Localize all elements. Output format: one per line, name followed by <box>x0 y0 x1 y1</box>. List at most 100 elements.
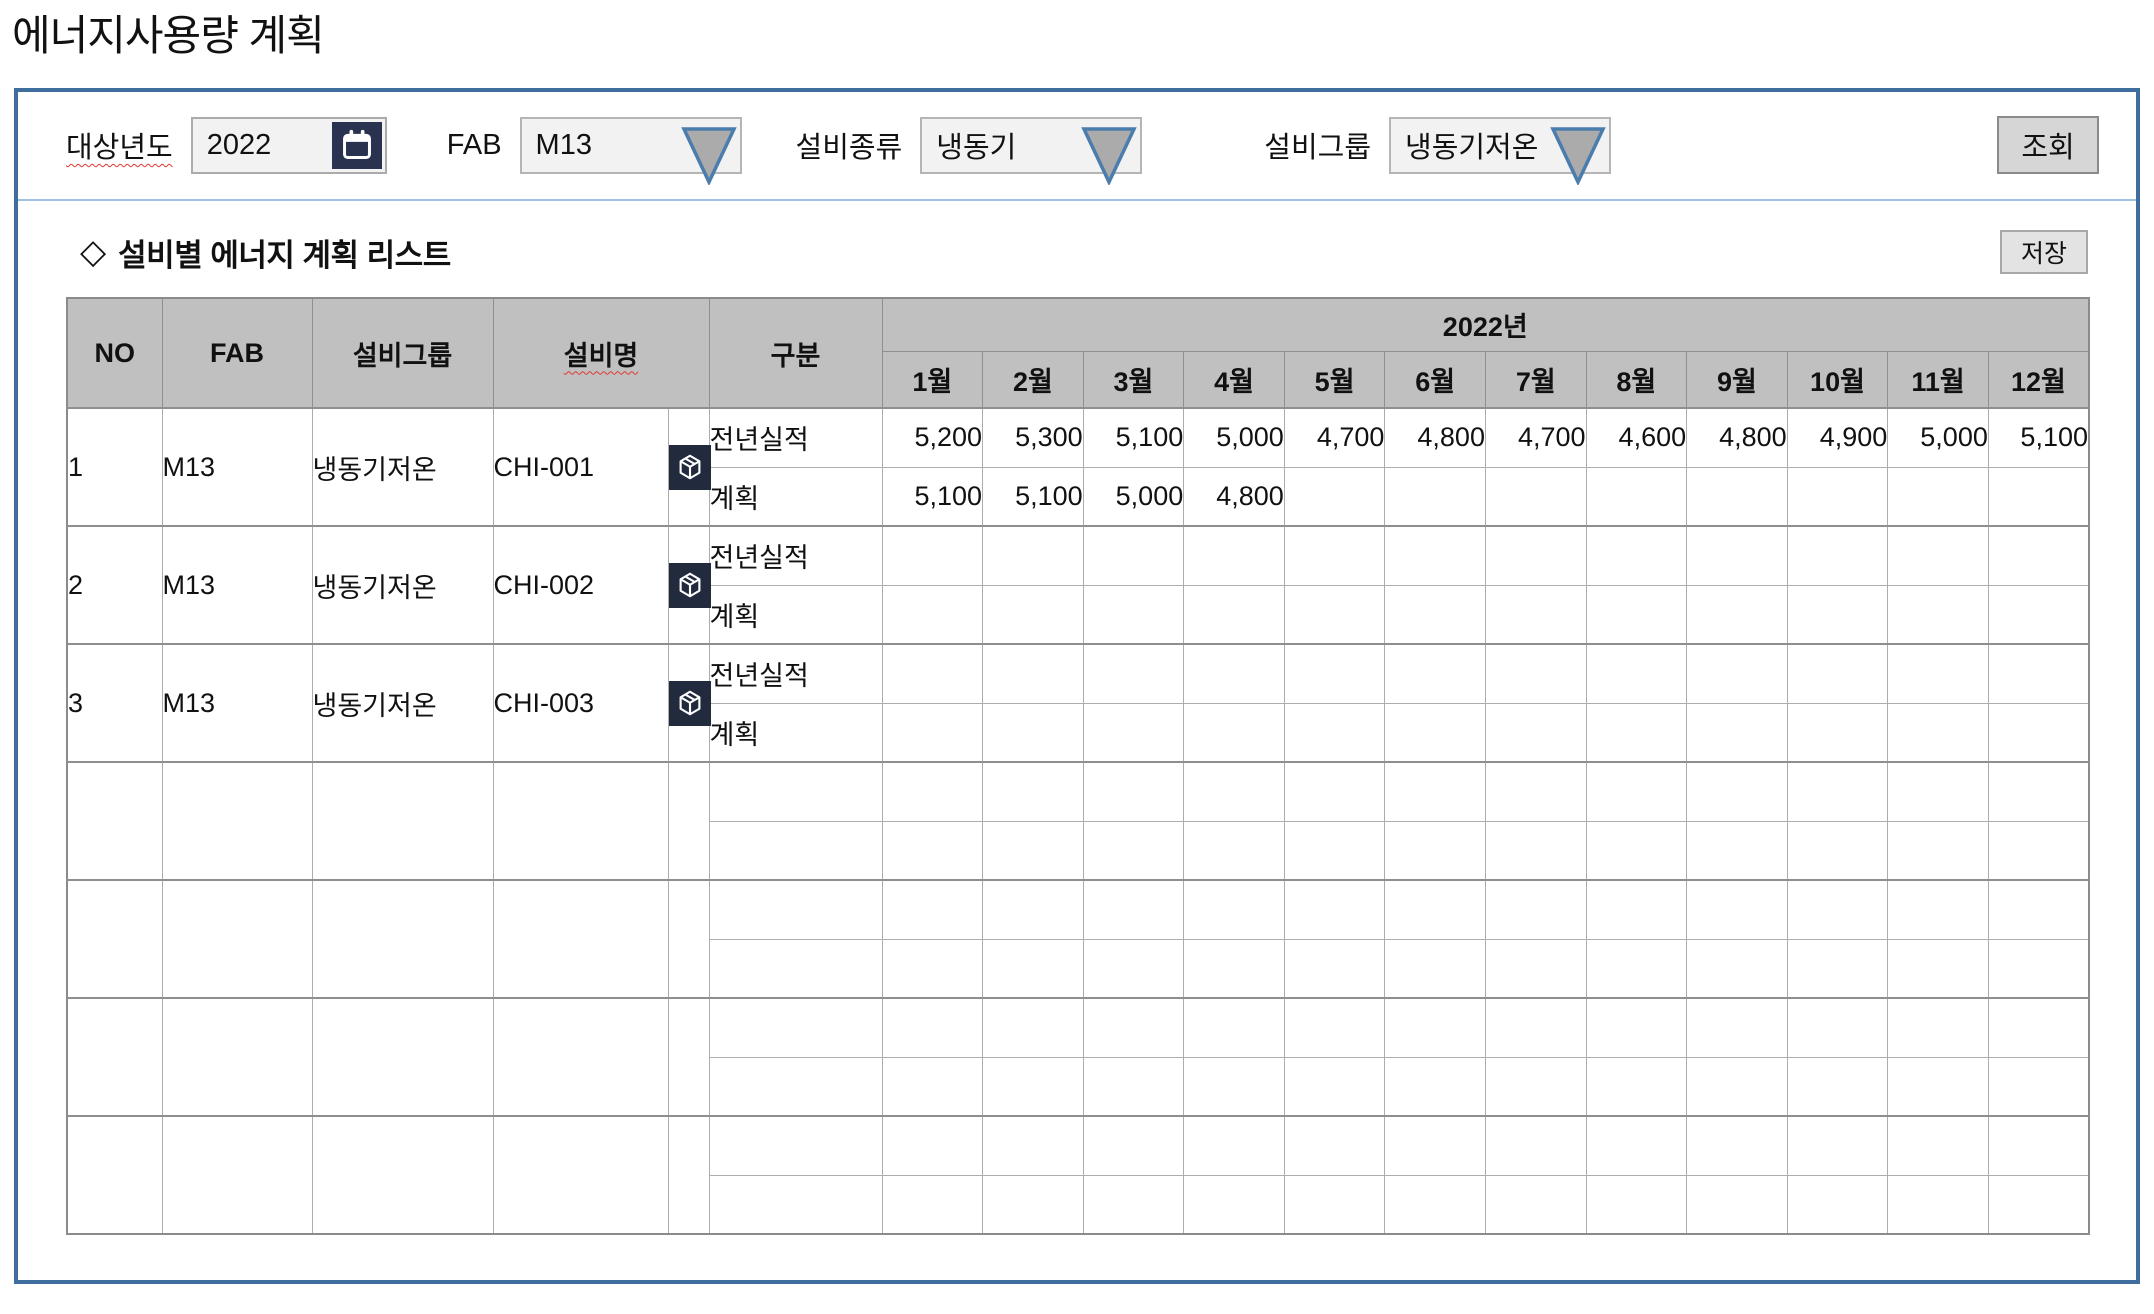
cell-month-value[interactable] <box>982 1115 1084 1176</box>
equipment-detail-button[interactable] <box>668 444 711 490</box>
save-button[interactable]: 저장 <box>2000 230 2088 274</box>
cell-month-value[interactable] <box>1686 1174 1788 1235</box>
cell-month-value[interactable] <box>1484 466 1587 527</box>
cell-month-value[interactable] <box>1082 643 1185 704</box>
cell-month-value[interactable] <box>1887 1115 1989 1176</box>
cell-month-value[interactable] <box>1887 1174 1989 1235</box>
cell-month-value[interactable] <box>1384 702 1486 763</box>
cell-month-value[interactable] <box>1786 938 1889 999</box>
cell-month-value[interactable] <box>1484 938 1587 999</box>
cell-month-value[interactable] <box>1183 997 1285 1058</box>
cell-month-value[interactable] <box>1183 702 1285 763</box>
cell-month-value[interactable] <box>982 584 1084 645</box>
cell-month-value[interactable] <box>1987 643 2090 704</box>
cell-month-value[interactable] <box>1082 584 1185 645</box>
cell-month-value[interactable]: 5,000 <box>1082 466 1185 527</box>
cell-month-value[interactable] <box>1786 997 1889 1058</box>
cell-month-value[interactable] <box>1183 820 1285 881</box>
cell-month-value[interactable] <box>881 525 984 586</box>
cell-month-value[interactable] <box>1887 584 1989 645</box>
cell-month-value[interactable] <box>982 643 1084 704</box>
cell-month-value[interactable] <box>1283 820 1386 881</box>
cell-month-value[interactable] <box>1887 761 1989 822</box>
search-button[interactable]: 조회 <box>1997 116 2099 174</box>
cell-month-value[interactable] <box>1082 702 1185 763</box>
cell-month-value[interactable] <box>1987 702 2090 763</box>
cell-month-value[interactable] <box>1384 879 1486 940</box>
cell-month-value[interactable]: 5,100 <box>982 466 1084 527</box>
cell-month-value[interactable] <box>1585 702 1688 763</box>
cell-month-value[interactable] <box>881 938 984 999</box>
cell-month-value[interactable] <box>1183 1056 1285 1117</box>
cell-month-value[interactable] <box>1786 466 1889 527</box>
target-year-input[interactable]: 2022 <box>190 116 387 174</box>
cell-month-value[interactable] <box>1183 938 1285 999</box>
cell-month-value[interactable] <box>881 1174 984 1235</box>
cell-month-value[interactable] <box>1887 702 1989 763</box>
cell-month-value[interactable] <box>1283 1115 1386 1176</box>
cell-month-value[interactable] <box>1987 584 2090 645</box>
cell-month-value[interactable] <box>1686 938 1788 999</box>
cell-month-value[interactable] <box>1183 1174 1285 1235</box>
cell-month-value[interactable] <box>982 702 1084 763</box>
cell-month-value[interactable] <box>1484 1115 1587 1176</box>
cell-month-value[interactable]: 4,800 <box>1183 466 1285 527</box>
cell-month-value[interactable]: 4,700 <box>1283 407 1386 468</box>
cell-month-value[interactable] <box>1183 584 1285 645</box>
cell-month-value[interactable] <box>1384 466 1486 527</box>
cell-month-value[interactable] <box>1283 997 1386 1058</box>
cell-month-value[interactable] <box>1585 938 1688 999</box>
cell-month-value[interactable] <box>1786 1056 1889 1117</box>
cell-month-value[interactable] <box>1887 938 1989 999</box>
cell-month-value[interactable] <box>1384 820 1486 881</box>
cell-month-value[interactable] <box>1283 643 1386 704</box>
cell-month-value[interactable] <box>1686 466 1788 527</box>
cell-month-value[interactable] <box>1283 584 1386 645</box>
cell-month-value[interactable] <box>1384 761 1486 822</box>
equipment-group-dropdown[interactable]: 냉동기저온 <box>1389 116 1612 185</box>
cell-month-value[interactable] <box>1183 879 1285 940</box>
cell-month-value[interactable] <box>1686 820 1788 881</box>
cell-month-value[interactable] <box>1686 761 1788 822</box>
cell-month-value[interactable]: 5,000 <box>1887 407 1989 468</box>
equipment-type-dropdown[interactable]: 냉동기 <box>920 116 1143 185</box>
equipment-detail-button[interactable] <box>668 680 711 726</box>
cell-month-value[interactable] <box>1384 1056 1486 1117</box>
equipment-detail-button[interactable] <box>668 562 711 608</box>
cell-month-value[interactable] <box>1987 820 2090 881</box>
cell-month-value[interactable] <box>1283 466 1386 527</box>
cell-month-value[interactable] <box>1082 938 1185 999</box>
cell-month-value[interactable] <box>1082 1174 1185 1235</box>
cell-month-value[interactable] <box>982 1174 1084 1235</box>
cell-month-value[interactable]: 5,100 <box>1987 407 2090 468</box>
calendar-button[interactable] <box>331 121 382 169</box>
cell-month-value[interactable] <box>1686 584 1788 645</box>
cell-month-value[interactable] <box>1987 997 2090 1058</box>
cell-month-value[interactable] <box>1183 761 1285 822</box>
cell-month-value[interactable] <box>982 1056 1084 1117</box>
cell-month-value[interactable] <box>1686 1115 1788 1176</box>
cell-month-value[interactable] <box>1283 1174 1386 1235</box>
cell-month-value[interactable] <box>1183 525 1285 586</box>
cell-month-value[interactable] <box>1082 997 1185 1058</box>
cell-month-value[interactable] <box>1786 702 1889 763</box>
cell-month-value[interactable] <box>1585 643 1688 704</box>
cell-month-value[interactable] <box>1585 879 1688 940</box>
cell-month-value[interactable] <box>1384 938 1486 999</box>
cell-month-value[interactable] <box>982 879 1084 940</box>
cell-month-value[interactable] <box>1283 879 1386 940</box>
cell-month-value[interactable] <box>1183 643 1285 704</box>
cell-month-value[interactable] <box>982 820 1084 881</box>
cell-month-value[interactable] <box>1484 761 1587 822</box>
cell-month-value[interactable] <box>1686 643 1788 704</box>
cell-month-value[interactable] <box>881 879 984 940</box>
cell-month-value[interactable] <box>1484 997 1587 1058</box>
cell-month-value[interactable] <box>1987 879 2090 940</box>
cell-month-value[interactable] <box>1082 525 1185 586</box>
cell-month-value[interactable] <box>1585 1174 1688 1235</box>
cell-month-value[interactable] <box>982 997 1084 1058</box>
cell-month-value[interactable] <box>1987 1115 2090 1176</box>
cell-month-value[interactable] <box>1887 525 1989 586</box>
cell-month-value[interactable]: 5,100 <box>1082 407 1185 468</box>
cell-month-value[interactable] <box>1082 761 1185 822</box>
